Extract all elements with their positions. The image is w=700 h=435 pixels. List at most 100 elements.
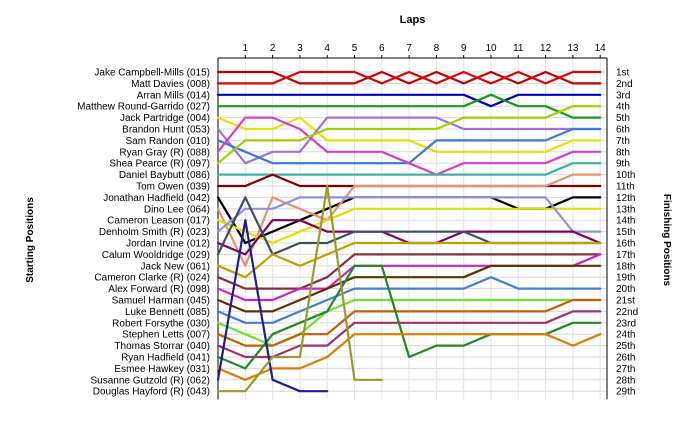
finishing-label: 11th [616,182,635,193]
lap-tick-label: 13 [567,43,579,54]
driver-label: Alex Forward (R) (098) [108,284,210,295]
driver-label: Tom Owen (039) [136,182,210,193]
driver-label: Sam Randon (010) [126,136,211,147]
series-layer [216,70,602,393]
lap-tick-label: 10 [485,43,497,54]
finishing-label: 8th [616,147,630,158]
series-line [216,310,602,359]
driver-label: Susanne Gutzold (R) (062) [90,375,210,386]
x-axis-title: Laps [400,14,426,26]
finishing-label: 25th [616,341,635,352]
driver-label: Ryan Gray (R) (088) [119,147,210,158]
lap-tick-label: 7 [406,43,412,54]
series-line [216,253,602,290]
series-line [216,333,602,381]
driver-label: Jack New (061) [141,261,210,272]
driver-label: Daniel Baybutt (086) [119,170,210,181]
series-line [216,298,602,347]
finishing-label: 22nd [616,307,638,318]
series-line [216,70,602,85]
driver-label: Stephen Letts (007) [122,330,210,341]
series-line [216,219,329,393]
driver-label: Jordan Irvine (012) [126,239,210,250]
finishing-label: 15th [616,227,635,238]
series-line [216,93,602,108]
driver-label: Brandon Hunt (053) [122,125,210,136]
finishing-label: 6th [616,125,630,136]
driver-label: Arran Mills (014) [137,90,210,101]
driver-label: Esmee Hawkey (031) [114,364,210,375]
driver-label: Cameron Leason (017) [107,216,210,227]
lap-tick-label: 5 [352,43,358,54]
lap-tick-label: 12 [540,43,552,54]
series-line [216,196,602,233]
finishing-label: 24th [616,330,635,341]
driver-label: Luke Bennett (085) [125,307,210,318]
finishing-label: 9th [616,159,630,170]
driver-label: Cameron Clarke (R) (024) [94,273,210,284]
series-line [216,162,602,176]
finishing-label: 4th [616,102,630,113]
finishing-label: 23rd [616,318,636,329]
series-line [216,264,602,313]
finishing-label: 10th [616,170,635,181]
series-line [216,184,383,393]
series-line [216,116,602,153]
series-line [216,241,602,279]
driver-label: Jonathan Hadfield (042) [103,193,210,204]
driver-label: Douglas Hayford (R) (043) [93,387,210,398]
series-line [216,276,602,324]
lap-tick-label: 1 [243,43,249,54]
series-line [216,105,602,165]
driver-label: Samuel Harman (045) [112,296,210,307]
finishing-label: 18th [616,261,635,272]
lap-tick-label: 14 [595,43,607,54]
finishing-label: 12th [616,193,635,204]
series-line [216,116,602,165]
driver-label: Matthew Round-Garrido (027) [77,102,210,113]
finishing-label: 19th [616,273,635,284]
finishing-label: 7th [616,136,630,147]
finishing-label: 20th [616,284,635,295]
driver-label: Shea Pearce (R) (097) [109,159,210,170]
right-axis-title: Finishing Positions [661,194,672,287]
driver-label: Denholm Smith (R) (023) [99,227,210,238]
finishing-label: 1st [616,68,630,79]
finishing-label: 14th [616,216,635,227]
finishing-label: 28th [616,375,635,386]
left-axis-title: Starting Positions [25,197,36,283]
lap-tick-label: 8 [434,43,440,54]
finishing-label: 29th [616,387,635,398]
finishing-label: 13th [616,204,635,215]
finishing-label: 21st [616,296,635,307]
series-line [216,70,602,85]
finishing-label: 17th [616,250,635,261]
driver-label: Jake Campbell-Mills (015) [94,68,210,79]
driver-label: Robert Forsythe (030) [112,318,210,329]
finishing-label: 2nd [616,79,633,90]
finishing-label: 16th [616,239,635,250]
finishing-label: 3rd [616,90,630,101]
driver-label: Thomas Storrar (040) [114,341,210,352]
lap-tick-label: 6 [379,43,385,54]
lap-tick-label: 2 [270,43,276,54]
finishing-label: 5th [616,113,630,124]
finishing-label: 26th [616,353,635,364]
driver-label: Dino Lee (064) [144,204,210,215]
series-line [216,116,602,176]
lap-tick-label: 9 [461,43,467,54]
lap-tick-label: 3 [297,43,303,54]
lap-tick-label: 4 [324,43,330,54]
series-line [216,93,602,119]
series-line [216,207,602,245]
driver-label: Jack Partridge (004) [120,113,210,124]
finishing-label: 27th [616,364,635,375]
driver-label: Calum Wooldridge (029) [102,250,210,261]
lap-tick-label: 11 [513,43,524,54]
series-line [216,173,602,267]
driver-label: Ryan Hadfield (041) [121,353,210,364]
driver-label: Matt Davies (008) [131,79,210,90]
